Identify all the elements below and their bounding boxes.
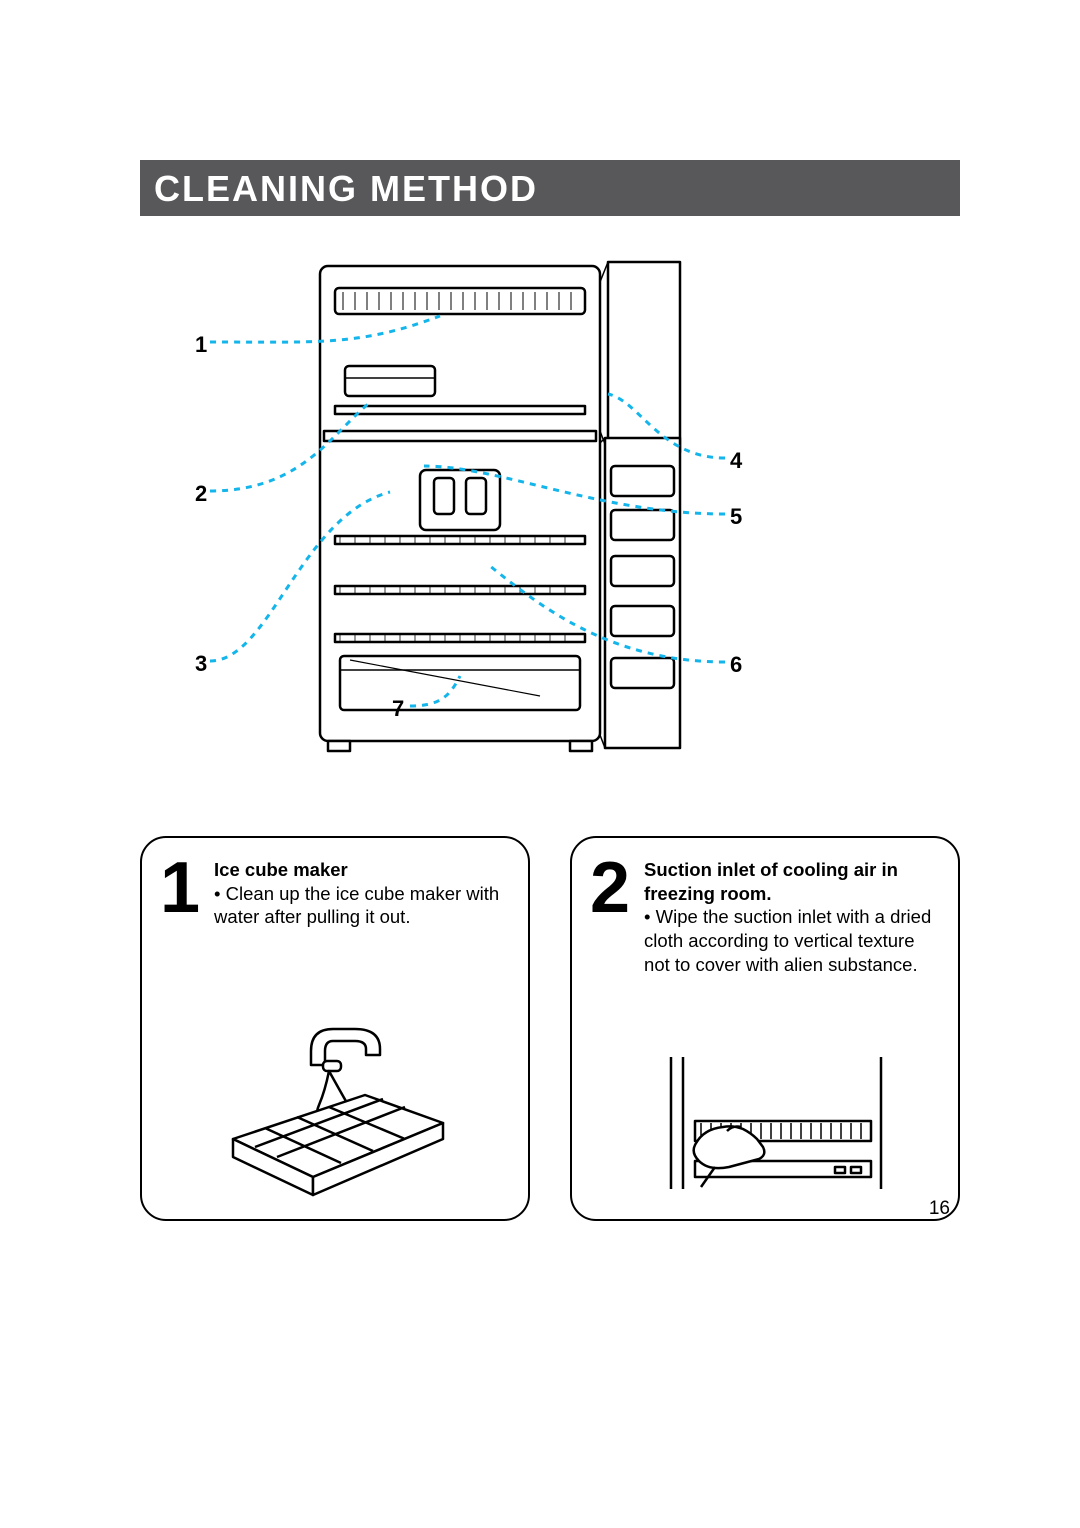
wipe-inlet-icon [635,1049,895,1199]
callout-7: 7 [392,696,404,722]
card-1-body: • Clean up the ice cube maker with water… [214,882,508,929]
section-title: CLEANING METHOD [140,160,960,216]
card-2-text: Suction inlet of cooling air in freezing… [644,856,938,976]
callout-6: 6 [730,652,742,678]
card-1-number: 1 [160,860,200,918]
card-2-body: • Wipe the suction inlet with a dried cl… [644,905,938,976]
card-2-image [572,1049,958,1199]
ice-tray-icon [205,1019,465,1199]
callout-4: 4 [730,448,742,474]
card-2-title: Suction inlet of cooling air in freezing… [644,858,938,905]
callout-5: 5 [730,504,742,530]
page-number: 16 [929,1198,950,1220]
instruction-cards: 1 Ice cube maker • Clean up the ice cube… [140,836,960,1221]
card-1-image [142,1019,528,1199]
card-1-head: 1 Ice cube maker • Clean up the ice cube… [154,856,508,929]
card-1-text: Ice cube maker • Clean up the ice cube m… [214,856,508,929]
diagram-svg [140,256,960,796]
callout-2: 2 [195,481,207,507]
callout-1: 1 [195,332,207,358]
card-2-number: 2 [590,860,630,918]
fridge-diagram: 1 2 3 4 5 6 7 [140,256,960,796]
card-1: 1 Ice cube maker • Clean up the ice cube… [140,836,530,1221]
card-2: 2 Suction inlet of cooling air in freezi… [570,836,960,1221]
card-2-head: 2 Suction inlet of cooling air in freezi… [584,856,938,976]
page: CLEANING METHOD 1 2 3 4 5 6 7 1 Ice cube maker… [0,0,1080,1528]
card-1-title: Ice cube maker [214,858,508,882]
callout-3: 3 [195,651,207,677]
